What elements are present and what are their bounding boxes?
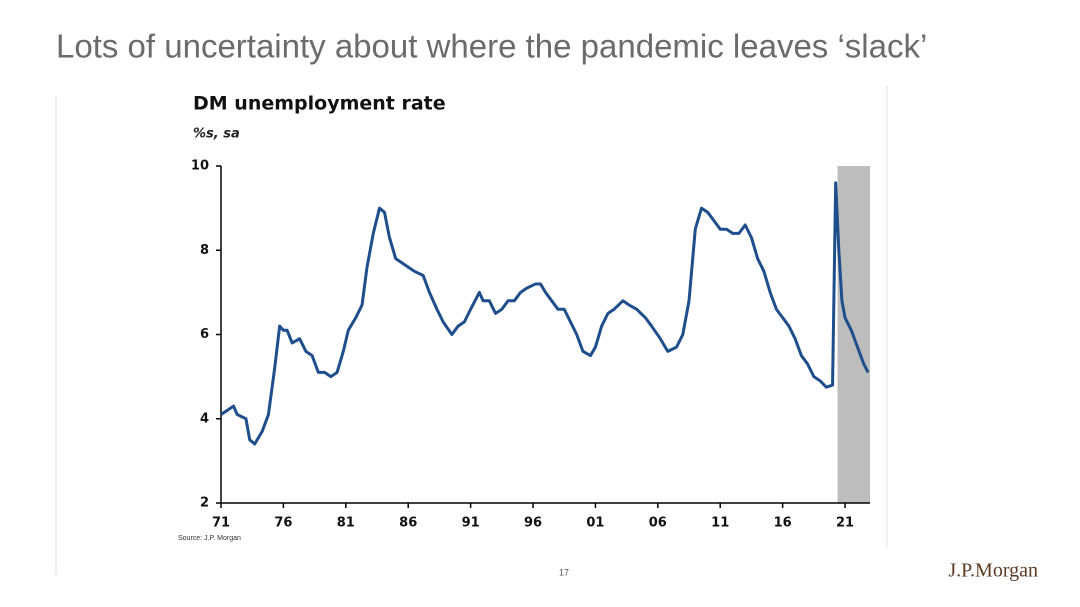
y-tick-label: 10: [191, 159, 209, 174]
chart-title: DM unemployment rate: [193, 93, 446, 115]
x-tick-label: 01: [586, 516, 604, 531]
y-tick-label: 6: [200, 327, 209, 342]
x-tick-label: 86: [399, 516, 417, 531]
x-tick-label: 96: [524, 516, 542, 531]
y-tick-label: 4: [200, 411, 209, 426]
logo: J.P.Morgan: [948, 560, 1038, 582]
x-tick-label: 21: [836, 516, 854, 531]
x-tick-label: 81: [337, 516, 355, 531]
x-tick-label: 11: [711, 516, 729, 531]
x-tick-label: 16: [774, 516, 792, 531]
source: Source: J.P. Morgan: [178, 535, 241, 542]
x-tick-label: 91: [462, 516, 480, 531]
y-tick-label: 2: [200, 496, 209, 511]
slide-title: Lots of uncertainty about where the pand…: [56, 28, 927, 65]
data-line: [220, 181, 870, 446]
y-tick-label: 8: [200, 243, 209, 258]
x-tick-label: 71: [212, 516, 230, 531]
chart-subtitle: %s, sa: [193, 127, 240, 142]
x-tick-label: 76: [274, 516, 292, 531]
page-number: 17: [559, 567, 569, 577]
x-tick-label: 06: [649, 516, 667, 531]
